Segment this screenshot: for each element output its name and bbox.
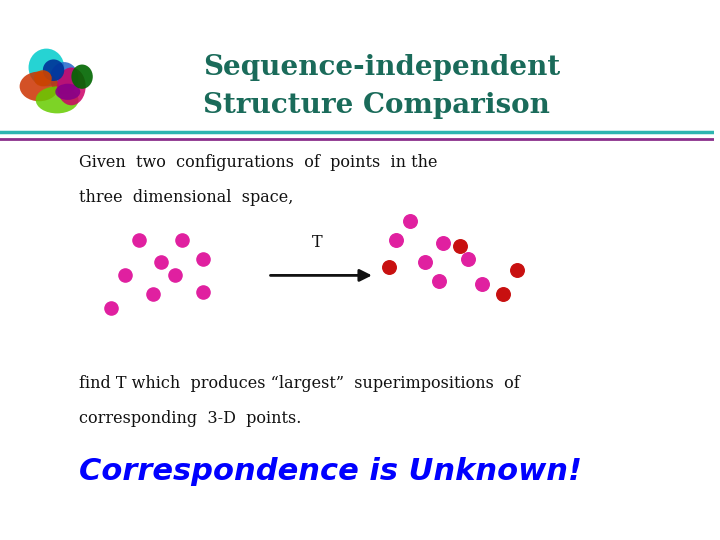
Ellipse shape — [50, 62, 78, 94]
Point — [405, 217, 416, 226]
Point — [454, 241, 466, 250]
Point — [198, 287, 210, 296]
Text: three  dimensional  space,: three dimensional space, — [78, 189, 293, 206]
Ellipse shape — [71, 65, 93, 89]
Text: Structure Comparison: Structure Comparison — [204, 92, 550, 119]
Point — [155, 258, 166, 266]
Text: corresponding  3-D  points.: corresponding 3-D points. — [78, 410, 301, 427]
Ellipse shape — [34, 70, 52, 86]
Text: T: T — [312, 234, 323, 251]
Point — [383, 263, 395, 272]
Ellipse shape — [19, 71, 59, 102]
Point — [419, 258, 431, 266]
Point — [433, 276, 445, 285]
Point — [476, 279, 487, 288]
Point — [176, 236, 188, 245]
Point — [198, 255, 210, 264]
Point — [390, 236, 402, 245]
Ellipse shape — [57, 68, 86, 105]
Point — [119, 271, 130, 280]
Text: Given  two  configurations  of  points  in the: Given two configurations of points in th… — [78, 154, 437, 171]
Point — [498, 290, 509, 299]
Ellipse shape — [55, 84, 81, 100]
Point — [133, 236, 145, 245]
Text: find T which  produces “largest”  superimpositions  of: find T which produces “largest” superimp… — [78, 375, 519, 392]
Text: Correspondence is Unknown!: Correspondence is Unknown! — [78, 457, 581, 486]
Point — [148, 290, 159, 299]
Point — [169, 271, 181, 280]
Bar — [0, 0, 714, 132]
Point — [105, 303, 117, 312]
Ellipse shape — [42, 59, 64, 81]
Point — [512, 266, 523, 274]
Ellipse shape — [36, 86, 78, 113]
Text: Sequence-independent: Sequence-independent — [204, 54, 561, 81]
Ellipse shape — [29, 49, 64, 86]
Point — [462, 255, 473, 264]
Point — [437, 239, 449, 247]
